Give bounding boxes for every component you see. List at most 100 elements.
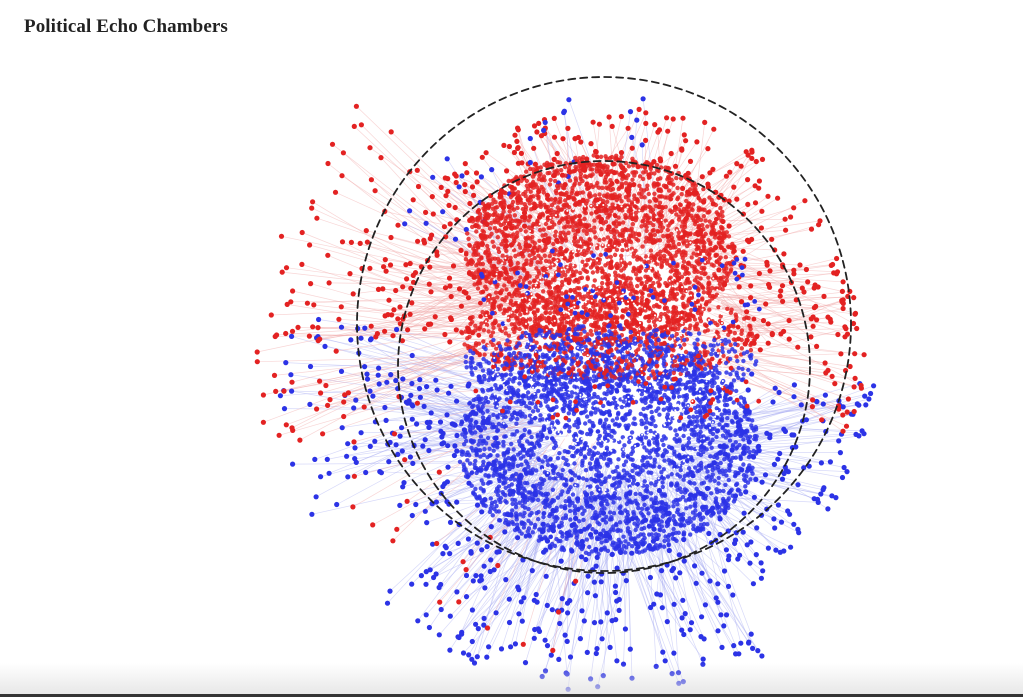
network-node[interactable]	[803, 266, 810, 273]
network-node[interactable]	[370, 522, 376, 528]
network-node[interactable]	[383, 417, 389, 423]
network-node[interactable]	[511, 454, 517, 459]
network-node[interactable]	[655, 442, 660, 448]
network-node[interactable]	[621, 534, 626, 539]
network-node[interactable]	[524, 471, 529, 477]
network-node[interactable]	[526, 452, 531, 458]
network-node[interactable]	[491, 412, 496, 418]
network-node[interactable]	[565, 449, 570, 455]
network-node[interactable]	[276, 432, 282, 438]
network-node[interactable]	[391, 431, 398, 437]
network-node[interactable]	[415, 618, 421, 624]
network-node[interactable]	[289, 388, 295, 394]
network-node[interactable]	[737, 426, 742, 431]
network-node[interactable]	[649, 481, 654, 486]
network-node[interactable]	[555, 495, 561, 500]
network-node[interactable]	[463, 594, 470, 600]
network-node[interactable]	[344, 453, 350, 459]
network-node[interactable]	[555, 420, 561, 425]
network-node[interactable]	[614, 416, 620, 421]
network-node[interactable]	[636, 505, 641, 511]
network-node[interactable]	[254, 359, 260, 365]
network-node[interactable]	[483, 398, 489, 404]
network-node[interactable]	[648, 428, 653, 434]
network-node[interactable]	[562, 632, 568, 638]
network-node[interactable]	[474, 540, 480, 546]
network-node[interactable]	[604, 417, 609, 422]
network-node[interactable]	[752, 183, 758, 189]
network-node[interactable]	[757, 347, 763, 353]
network-node[interactable]	[531, 635, 537, 641]
network-node[interactable]	[687, 479, 692, 485]
network-node[interactable]	[541, 500, 546, 505]
network-node[interactable]	[566, 411, 571, 416]
network-node[interactable]	[677, 474, 683, 479]
network-node[interactable]	[629, 145, 635, 151]
network-node[interactable]	[422, 508, 428, 514]
network-node[interactable]	[592, 495, 597, 500]
network-node[interactable]	[657, 592, 664, 598]
network-node[interactable]	[623, 459, 629, 464]
network-node[interactable]	[561, 109, 567, 116]
network-node[interactable]	[368, 323, 374, 329]
network-node[interactable]	[726, 477, 731, 483]
network-node[interactable]	[547, 504, 552, 509]
network-node[interactable]	[350, 504, 356, 510]
network-node[interactable]	[777, 450, 783, 457]
network-node[interactable]	[851, 384, 857, 390]
network-node[interactable]	[680, 185, 686, 191]
network-node[interactable]	[475, 626, 481, 632]
network-node[interactable]	[582, 402, 587, 408]
network-node[interactable]	[618, 150, 625, 156]
network-node[interactable]	[341, 399, 347, 405]
network-node[interactable]	[671, 650, 677, 656]
network-node[interactable]	[687, 420, 692, 426]
network-node[interactable]	[728, 396, 733, 401]
network-node[interactable]	[696, 438, 701, 443]
network-node[interactable]	[759, 156, 766, 162]
network-node[interactable]	[511, 521, 516, 527]
network-node[interactable]	[589, 498, 594, 503]
network-node[interactable]	[579, 608, 585, 614]
network-node[interactable]	[820, 487, 826, 493]
network-node[interactable]	[465, 458, 470, 463]
network-node[interactable]	[840, 279, 846, 285]
network-node[interactable]	[515, 160, 522, 166]
network-node[interactable]	[436, 469, 442, 475]
network-node[interactable]	[414, 167, 420, 173]
network-node[interactable]	[725, 503, 731, 508]
network-node[interactable]	[609, 434, 614, 439]
network-node[interactable]	[577, 519, 582, 524]
network-node[interactable]	[767, 268, 773, 274]
network-node[interactable]	[381, 264, 387, 270]
network-node[interactable]	[550, 647, 556, 654]
network-node[interactable]	[769, 330, 775, 337]
network-node[interactable]	[508, 476, 513, 482]
network-node[interactable]	[649, 470, 654, 475]
network-node[interactable]	[760, 318, 767, 324]
network-node[interactable]	[420, 443, 426, 449]
network-node[interactable]	[547, 429, 553, 434]
network-node[interactable]	[758, 575, 765, 581]
network-node[interactable]	[814, 343, 820, 349]
network-node[interactable]	[495, 414, 500, 419]
network-node[interactable]	[725, 423, 730, 428]
network-node[interactable]	[487, 414, 492, 420]
network-node[interactable]	[421, 403, 427, 409]
network-node[interactable]	[785, 508, 791, 514]
network-node[interactable]	[455, 540, 461, 547]
network-node[interactable]	[725, 416, 730, 421]
network-node[interactable]	[697, 408, 703, 413]
network-node[interactable]	[607, 644, 613, 651]
network-node[interactable]	[643, 110, 649, 116]
network-node[interactable]	[364, 239, 370, 245]
network-node[interactable]	[665, 412, 670, 417]
network-node[interactable]	[717, 422, 722, 427]
network-node[interactable]	[501, 439, 506, 445]
network-node[interactable]	[733, 430, 739, 435]
network-node[interactable]	[589, 476, 594, 482]
network-node[interactable]	[495, 562, 501, 569]
network-node[interactable]	[514, 421, 519, 426]
network-node[interactable]	[686, 440, 692, 445]
network-node[interactable]	[670, 536, 676, 541]
